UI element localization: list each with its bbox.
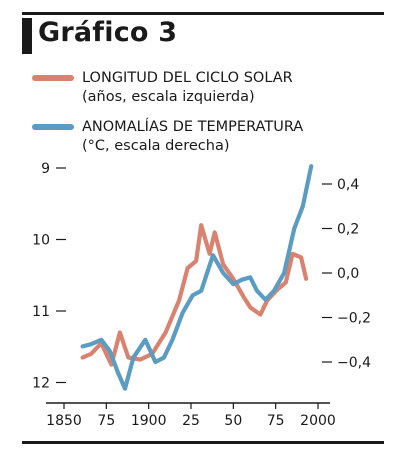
top-rule — [22, 12, 384, 15]
right-tick-label-0: 0,4 — [337, 177, 359, 193]
left-tick-label-0: 9 — [41, 161, 50, 177]
left-tick-label-1: 10 — [32, 233, 50, 249]
left-tick-label-3: 12 — [32, 376, 50, 392]
legend-label-solar: LONGITUD DEL CICLO SOLAR — [82, 70, 293, 86]
title-accent-bar — [22, 18, 32, 54]
series-line-temperature — [80, 164, 314, 391]
series-layer — [80, 164, 314, 391]
right-tick-label-3: −0,2 — [337, 311, 371, 327]
x-tick-label-5: 75 — [267, 413, 285, 429]
x-tick-label-0: 1850 — [46, 413, 82, 429]
x-tick-label-6: 2000 — [300, 413, 336, 429]
legend-swatch-solar — [32, 75, 74, 81]
right-tick-label-2: 0,0 — [337, 266, 359, 282]
legend-label-temperature: ANOMALÍAS DE TEMPERATURA — [82, 119, 304, 135]
axes: 1850 75 1900 25 50 75 2000 9 10 11 12 0,4 0,2 0,0 −0,2… — [32, 161, 371, 429]
x-tick-label-2: 1900 — [131, 413, 167, 429]
legend-swatch-temperature — [32, 124, 74, 130]
right-tick-label-4: −0,4 — [337, 355, 371, 371]
chart-title: Gráfico 3 — [38, 17, 178, 48]
legend-sub-solar: (años, escala izquierda) — [82, 89, 255, 105]
left-tick-label-2: 11 — [32, 304, 50, 320]
x-tick-label-1: 75 — [97, 413, 115, 429]
x-tick-label-3: 25 — [182, 413, 200, 429]
x-tick-label-4: 50 — [224, 413, 242, 429]
bottom-rule — [22, 441, 384, 444]
legend-sub-temperature: (°C, escala derecha) — [82, 138, 230, 154]
right-tick-label-1: 0,2 — [337, 222, 359, 238]
